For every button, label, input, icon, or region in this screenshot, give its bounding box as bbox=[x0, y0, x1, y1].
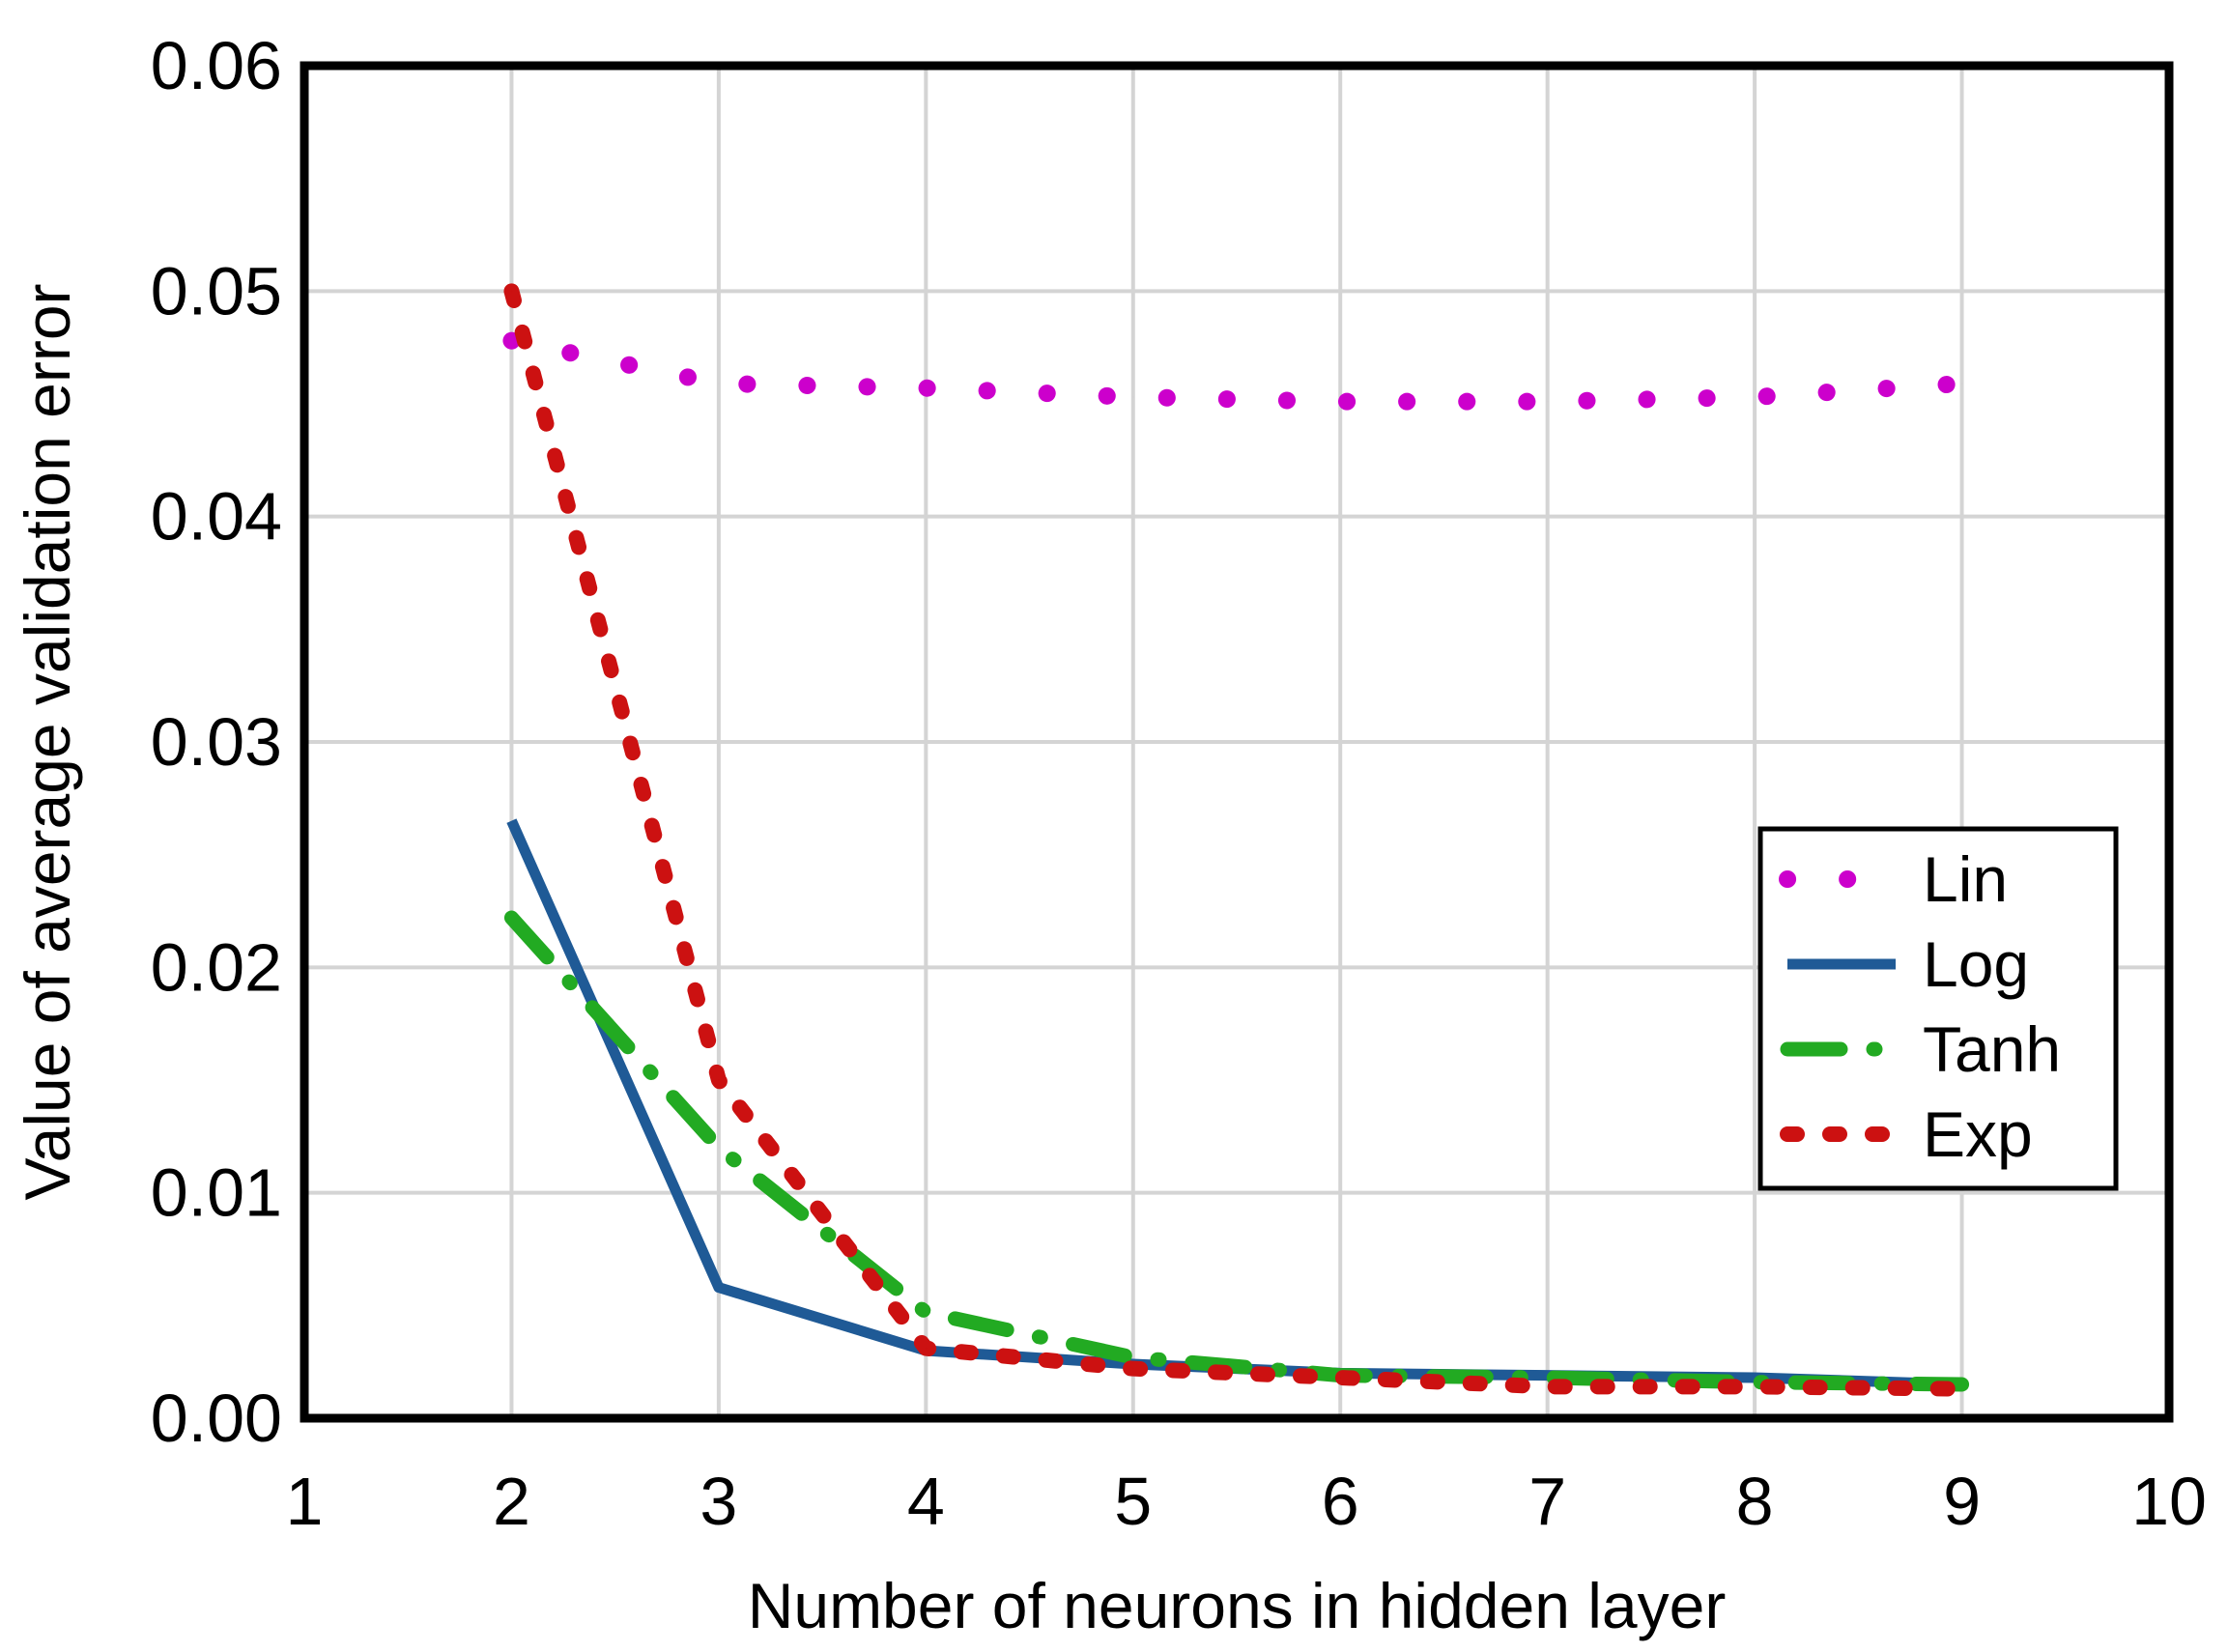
x-tick-label: 6 bbox=[1322, 1464, 1359, 1539]
data-point-exp bbox=[1547, 1385, 1549, 1387]
x-axis-title: Number of neurons in hidden layer bbox=[748, 1570, 1727, 1641]
series-lines bbox=[502, 283, 1971, 1397]
legend-box bbox=[1757, 826, 2119, 1191]
data-point-lin bbox=[510, 340, 512, 342]
data-point-tanh bbox=[1754, 1381, 1756, 1383]
legend-label-tanh: Tanh bbox=[1923, 1013, 2061, 1085]
y-tick-label: 0.01 bbox=[151, 1155, 282, 1231]
data-point-exp bbox=[1339, 1377, 1341, 1379]
data-point-tanh bbox=[1547, 1377, 1549, 1379]
series-line-log bbox=[506, 818, 1962, 1390]
series-line-lin bbox=[502, 331, 1971, 411]
x-tick-label: 8 bbox=[1736, 1464, 1774, 1539]
x-tick-labels: 1 2 3 4 5 6 7 8 9 10 bbox=[286, 1464, 2207, 1539]
data-point-lin bbox=[718, 383, 720, 385]
x-tick-label: 3 bbox=[700, 1464, 737, 1539]
data-point-lin bbox=[925, 387, 927, 389]
y-tick-labels: 0.00 0.01 0.02 0.03 0.04 0.05 0.06 bbox=[151, 28, 282, 1456]
data-point-tanh bbox=[1132, 1356, 1134, 1358]
series-line-tanh bbox=[503, 910, 1970, 1392]
legend-label-log: Log bbox=[1923, 928, 2029, 1000]
y-tick-label: 0.05 bbox=[151, 253, 282, 328]
x-tick-label: 4 bbox=[907, 1464, 945, 1539]
data-point-exp bbox=[1961, 1388, 1963, 1390]
legend-label-lin: Lin bbox=[1923, 843, 2008, 915]
data-point-tanh bbox=[718, 1147, 720, 1149]
y-tick-label: 0.03 bbox=[151, 704, 282, 780]
data-point-log bbox=[718, 1287, 720, 1289]
y-tick-label: 0.06 bbox=[151, 28, 282, 103]
data-point-tanh bbox=[510, 917, 512, 919]
data-point-lin bbox=[1961, 383, 1963, 385]
x-tick-label: 2 bbox=[493, 1464, 530, 1539]
grid-lines bbox=[302, 64, 2171, 1420]
x-tick-label: 5 bbox=[1114, 1464, 1152, 1539]
data-point-lin bbox=[1339, 401, 1341, 403]
legend: Lin Log Tanh Exp bbox=[1757, 826, 2119, 1191]
y-tick-label: 0.00 bbox=[151, 1381, 282, 1456]
data-point-lin bbox=[1547, 401, 1549, 403]
data-point-exp bbox=[925, 1348, 927, 1350]
data-point-lin bbox=[1132, 396, 1134, 398]
data-point-exp bbox=[1132, 1368, 1134, 1370]
y-tick-label: 0.02 bbox=[151, 929, 282, 1005]
x-tick-label: 7 bbox=[1528, 1464, 1566, 1539]
y-tick-label: 0.04 bbox=[151, 479, 282, 555]
x-tick-label: 9 bbox=[1943, 1464, 1981, 1539]
data-point-exp bbox=[510, 290, 512, 292]
legend-label-exp: Exp bbox=[1923, 1098, 2033, 1170]
data-point-tanh bbox=[925, 1311, 927, 1313]
plot-frame bbox=[300, 61, 2174, 1423]
y-axis-title: Value of average validation error bbox=[12, 283, 83, 1200]
x-tick-label: 1 bbox=[286, 1464, 324, 1539]
series-line-exp bbox=[503, 283, 1970, 1397]
data-point-exp bbox=[1754, 1385, 1756, 1387]
data-point-tanh bbox=[1961, 1383, 1963, 1385]
data-point-log bbox=[510, 820, 512, 822]
data-point-lin bbox=[1754, 396, 1756, 398]
x-tick-label: 10 bbox=[2131, 1464, 2207, 1539]
data-point-exp bbox=[718, 1079, 720, 1081]
